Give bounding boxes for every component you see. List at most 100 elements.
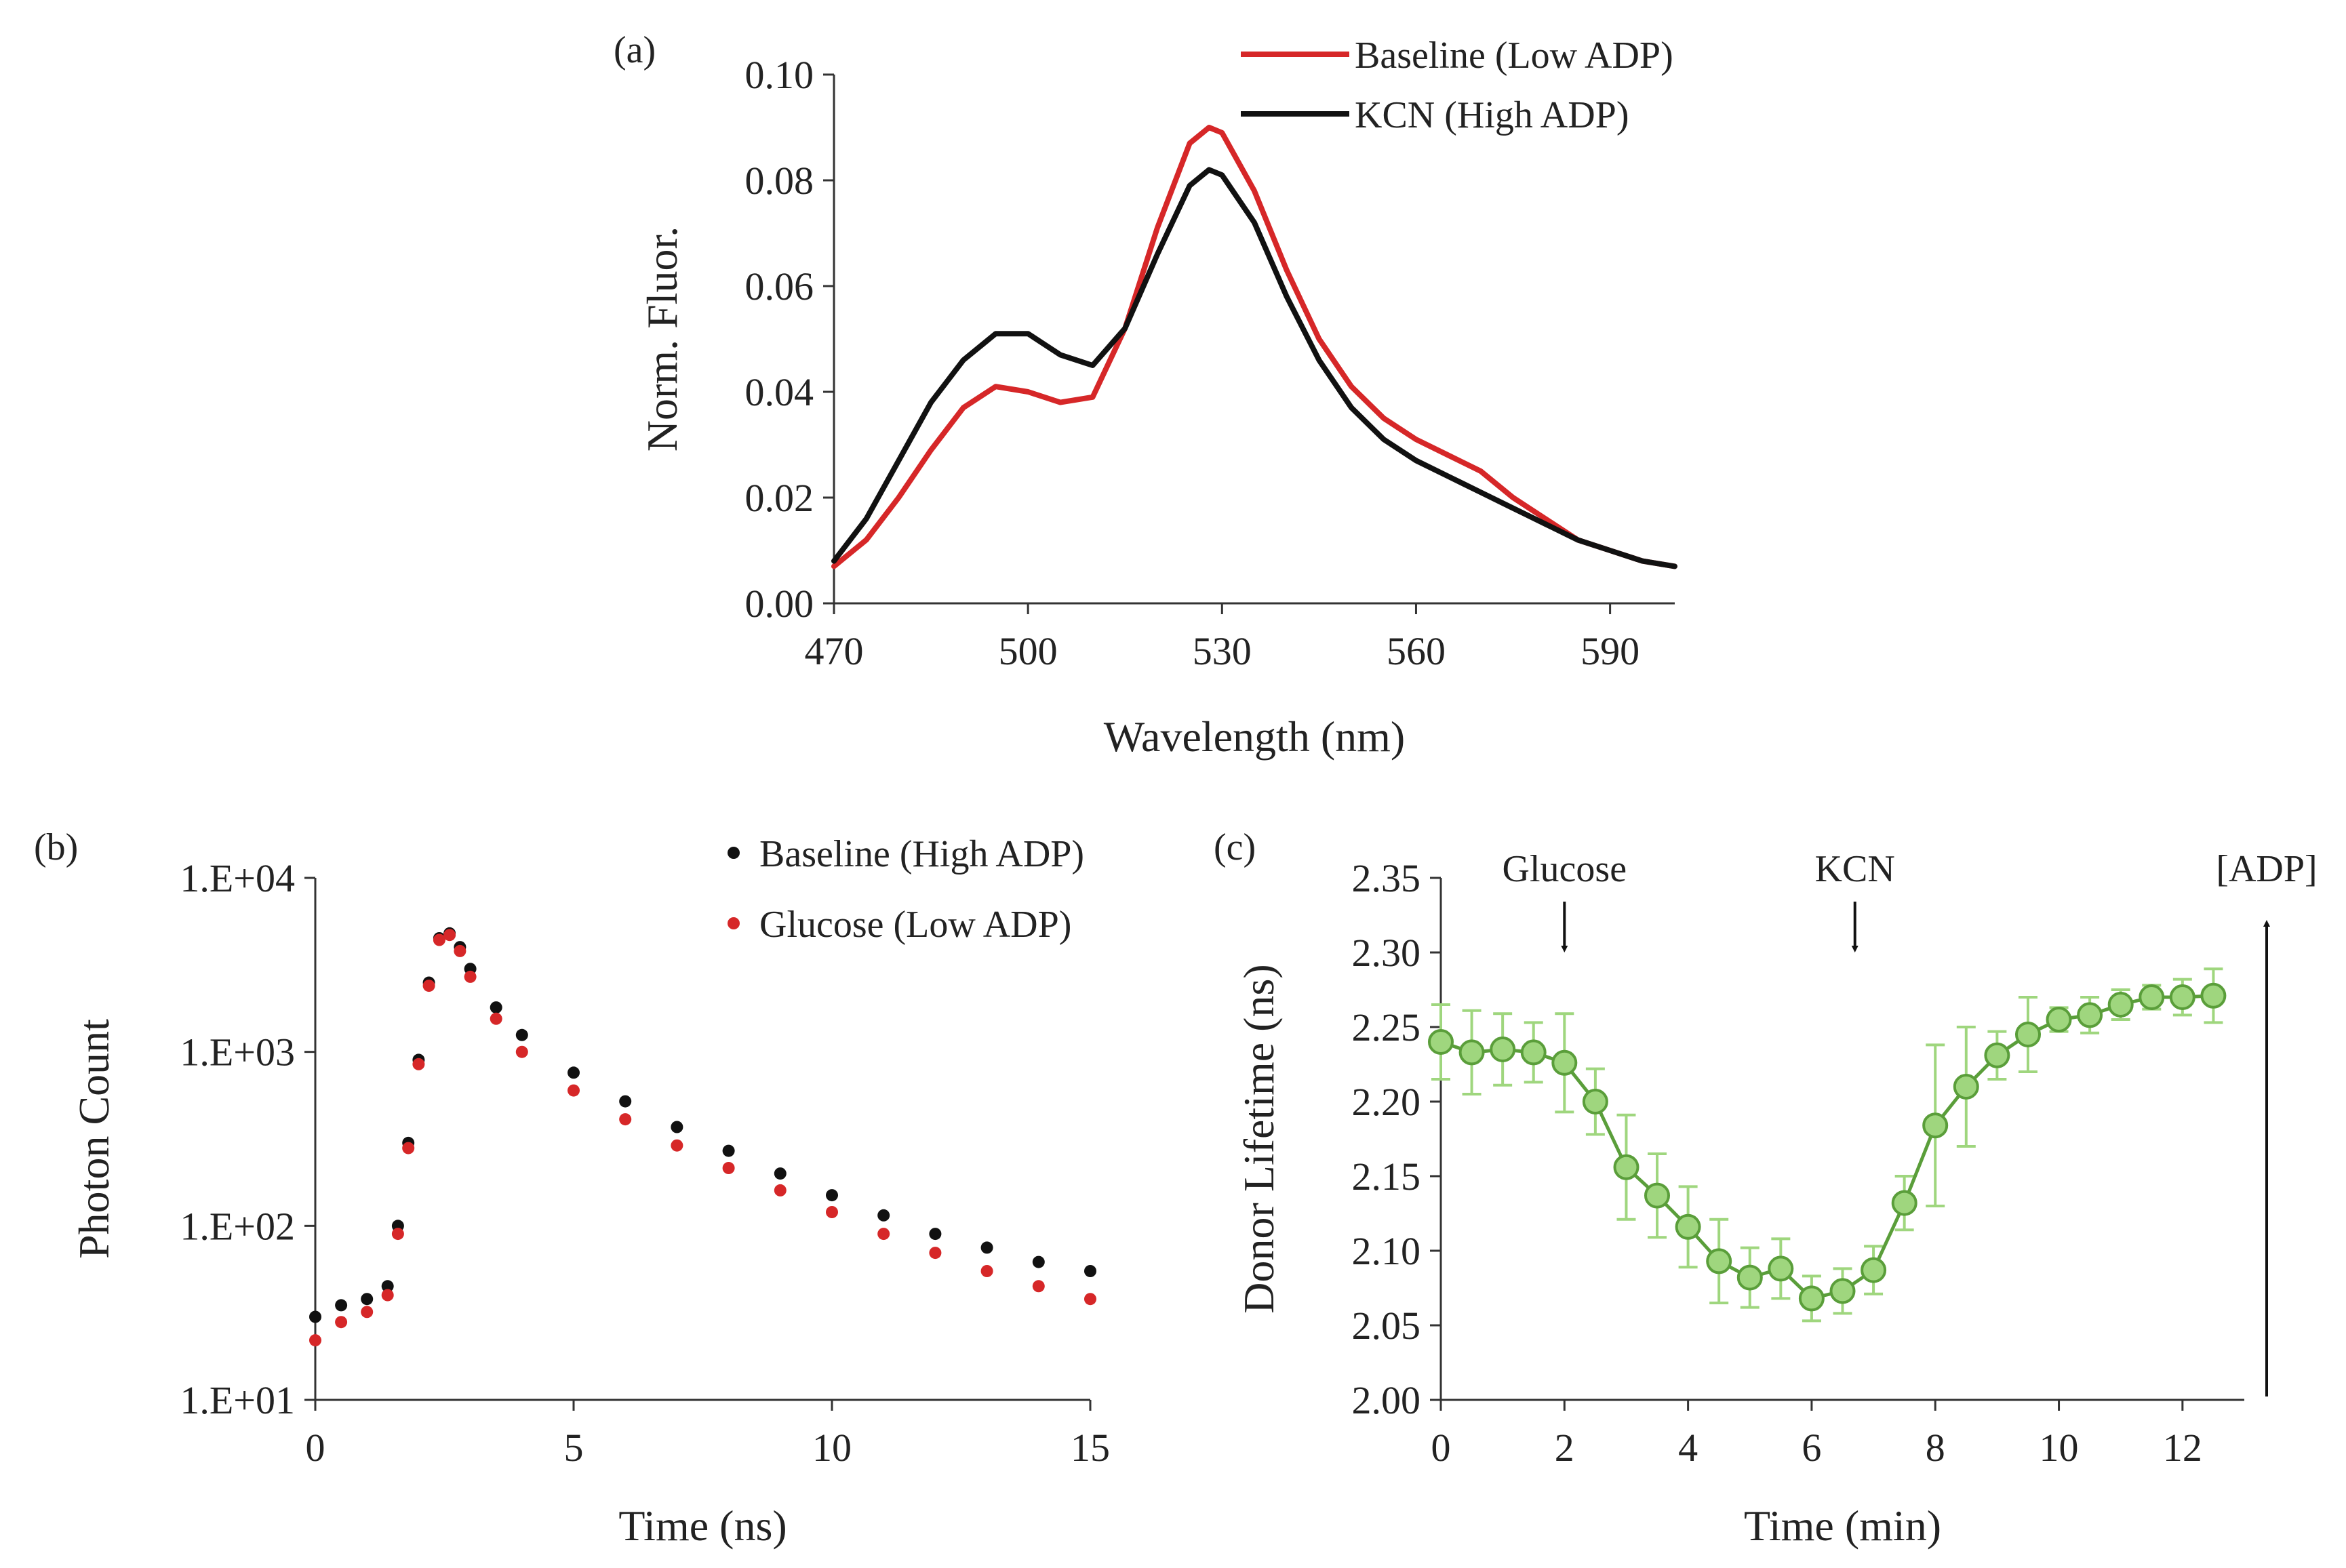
x-tick-label-a: 560 bbox=[1387, 629, 1446, 673]
x-axis-title-c: Time (min) bbox=[1744, 1502, 1941, 1550]
y-tick-label-c: 2.00 bbox=[1352, 1378, 1421, 1422]
data-point-c bbox=[1984, 1042, 2010, 1068]
data-point-b bbox=[619, 1095, 632, 1108]
data-point-b bbox=[309, 1334, 321, 1347]
y-tick-label-b: 1.E+03 bbox=[180, 1030, 295, 1074]
data-point-c bbox=[1613, 1154, 1639, 1180]
legend-label-a-0: Baseline (Low ADP) bbox=[1355, 35, 1673, 77]
data-point-b bbox=[826, 1206, 838, 1218]
data-point-b bbox=[980, 1265, 993, 1277]
y-tick-label-a: 0.04 bbox=[745, 370, 814, 414]
data-point-c bbox=[1891, 1190, 1917, 1216]
series-line-a-1 bbox=[831, 167, 1677, 569]
data-point-c bbox=[2200, 982, 2227, 1009]
panel-label-b: (b) bbox=[34, 826, 78, 868]
data-point-b bbox=[774, 1184, 787, 1197]
data-point-b bbox=[980, 1241, 993, 1254]
y-tick-label-a: 0.02 bbox=[745, 476, 814, 520]
x-tick-label-b: 0 bbox=[306, 1426, 325, 1470]
data-point-c bbox=[2169, 984, 2195, 1010]
data-point-b bbox=[490, 1012, 502, 1025]
data-point-c bbox=[1953, 1074, 1979, 1100]
data-point-c bbox=[1520, 1039, 1547, 1066]
panel-label-a: (a) bbox=[614, 29, 656, 71]
x-tick-label-c: 4 bbox=[1678, 1426, 1698, 1470]
data-point-b bbox=[391, 1228, 404, 1241]
y-axis-title-a: Norm. Fluor. bbox=[638, 226, 686, 451]
y-tick-label-c: 2.25 bbox=[1352, 1005, 1421, 1049]
data-point-c bbox=[1798, 1285, 1825, 1312]
x-tick-label-a: 470 bbox=[805, 629, 864, 673]
y-tick-label-c: 2.05 bbox=[1352, 1304, 1421, 1348]
series-line-c bbox=[1440, 994, 2214, 1301]
data-point-b bbox=[381, 1289, 394, 1302]
data-point-c bbox=[1706, 1248, 1732, 1274]
data-point-b bbox=[1084, 1293, 1096, 1306]
y-tick-label-a: 0.08 bbox=[745, 159, 814, 203]
x-tick-label-c: 0 bbox=[1431, 1426, 1451, 1470]
data-point-c bbox=[1428, 1029, 1454, 1055]
y-tick-label-c: 2.30 bbox=[1352, 931, 1421, 975]
series-b-1 bbox=[309, 929, 1096, 1347]
data-point-b bbox=[671, 1121, 683, 1133]
data-point-c bbox=[1582, 1089, 1608, 1114]
chart-b: 1.E+01 1.E+02 1.E+03 1.E+04 0 5 10 15 Time (ns) P… bbox=[70, 833, 1110, 1550]
x-tick-label-a: 590 bbox=[1580, 629, 1639, 673]
y-tick-label-b: 1.E+02 bbox=[180, 1204, 295, 1248]
data-point-c bbox=[1768, 1255, 1794, 1282]
data-point-c bbox=[1861, 1257, 1887, 1283]
data-point-b bbox=[722, 1162, 735, 1174]
legend-label-b-1: Glucose (Low ADP) bbox=[759, 904, 1071, 946]
data-point-c bbox=[2107, 992, 2134, 1018]
data-point-b bbox=[929, 1247, 942, 1260]
data-point-c bbox=[1458, 1039, 1485, 1066]
data-point-c bbox=[2139, 984, 2165, 1010]
data-point-b bbox=[722, 1144, 735, 1157]
data-point-b bbox=[774, 1167, 787, 1180]
data-point-b bbox=[412, 1058, 425, 1070]
data-point-b bbox=[490, 1001, 502, 1014]
x-tick-label-b: 15 bbox=[1071, 1426, 1110, 1470]
annotation-kcn: KCN bbox=[1815, 848, 1895, 890]
data-point-b bbox=[1084, 1265, 1096, 1277]
data-point-b bbox=[361, 1293, 374, 1306]
x-tick-label-c: 2 bbox=[1555, 1426, 1574, 1470]
y-axis-title-b: Photon Count bbox=[70, 1019, 118, 1259]
y-tick-label-a: 0.00 bbox=[745, 582, 814, 626]
data-point-b bbox=[515, 1045, 528, 1058]
data-point-b bbox=[422, 980, 435, 992]
data-point-c bbox=[1736, 1264, 1763, 1291]
x-axis-title-a: Wavelength (nm) bbox=[1104, 712, 1405, 761]
data-point-b bbox=[568, 1084, 580, 1097]
data-point-b bbox=[671, 1139, 683, 1152]
data-point-c bbox=[1829, 1278, 1856, 1304]
data-point-b bbox=[1032, 1255, 1045, 1268]
data-point-b bbox=[361, 1306, 374, 1319]
x-tick-label-c: 8 bbox=[1926, 1426, 1945, 1470]
data-point-c bbox=[2077, 1002, 2103, 1028]
annotation-glucose: Glucose bbox=[1503, 848, 1627, 890]
chart-c: 2.00 2.05 2.10 2.15 2.20 2.25 2.30 2.35 0 2 4 6 8 10 1… bbox=[1235, 848, 2318, 1550]
data-point-c bbox=[2046, 1007, 2072, 1032]
data-point-b bbox=[826, 1189, 838, 1202]
y-tick-label-c: 2.35 bbox=[1352, 856, 1421, 900]
data-point-b bbox=[309, 1310, 321, 1323]
data-point-c bbox=[1922, 1112, 1949, 1139]
x-tick-label-c: 10 bbox=[2040, 1426, 2079, 1470]
data-point-b bbox=[877, 1228, 890, 1241]
x-tick-label-b: 10 bbox=[812, 1426, 852, 1470]
x-tick-label-c: 6 bbox=[1802, 1426, 1821, 1470]
data-point-c bbox=[1551, 1049, 1578, 1076]
legend-marker-b-0 bbox=[728, 847, 740, 859]
y-tick-label-c: 2.15 bbox=[1352, 1154, 1421, 1199]
data-point-b bbox=[335, 1299, 348, 1312]
data-point-b bbox=[433, 933, 445, 946]
annotation-adp: [ADP] bbox=[2216, 848, 2317, 890]
data-point-b bbox=[335, 1316, 348, 1329]
y-tick-label-a: 0.10 bbox=[745, 53, 814, 97]
series-line-a-0 bbox=[831, 125, 1677, 569]
data-point-c bbox=[1490, 1037, 1516, 1062]
legend-label-b-0: Baseline (High ADP) bbox=[759, 833, 1084, 875]
x-tick-label-a: 530 bbox=[1193, 629, 1252, 673]
